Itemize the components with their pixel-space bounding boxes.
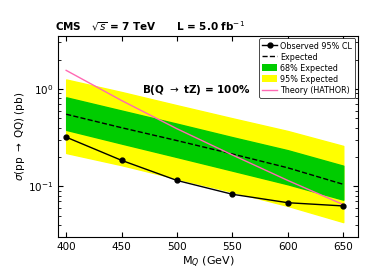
Line: Observed 95% CL: Observed 95% CL bbox=[64, 135, 346, 208]
Text: B(Q $\rightarrow$ tZ) = 100%: B(Q $\rightarrow$ tZ) = 100% bbox=[142, 83, 250, 97]
Theory (HATHOR) bbox=[175, 127, 179, 131]
Expected bbox=[230, 152, 235, 156]
Line: Expected: Expected bbox=[66, 114, 343, 184]
Expected bbox=[175, 139, 179, 142]
Observed 95% CL bbox=[230, 193, 235, 196]
Observed 95% CL bbox=[64, 136, 68, 139]
Observed 95% CL bbox=[286, 201, 290, 204]
Observed 95% CL bbox=[119, 159, 124, 162]
Y-axis label: $\sigma$(pp $\rightarrow$ QQ) (pb): $\sigma$(pp $\rightarrow$ QQ) (pb) bbox=[13, 92, 27, 181]
Text: CMS   $\sqrt{s}$ = 7 TeV      L = 5.0 fb$^{-1}$: CMS $\sqrt{s}$ = 7 TeV L = 5.0 fb$^{-1}$ bbox=[55, 19, 246, 33]
Theory (HATHOR) bbox=[230, 153, 235, 157]
Observed 95% CL bbox=[341, 204, 346, 208]
Theory (HATHOR) bbox=[286, 179, 290, 182]
Observed 95% CL bbox=[175, 179, 179, 182]
Theory (HATHOR) bbox=[119, 99, 124, 102]
Expected bbox=[341, 183, 346, 186]
Legend: Observed 95% CL, Expected, 68% Expected, 95% Expected, Theory (HATHOR): Observed 95% CL, Expected, 68% Expected,… bbox=[259, 38, 355, 98]
Theory (HATHOR) bbox=[341, 203, 346, 206]
Expected bbox=[119, 126, 124, 129]
Theory (HATHOR) bbox=[64, 69, 68, 72]
Line: Theory (HATHOR): Theory (HATHOR) bbox=[66, 70, 343, 205]
Expected bbox=[64, 113, 68, 116]
X-axis label: M$_{Q}$ (GeV): M$_{Q}$ (GeV) bbox=[182, 255, 234, 270]
Expected bbox=[286, 166, 290, 169]
